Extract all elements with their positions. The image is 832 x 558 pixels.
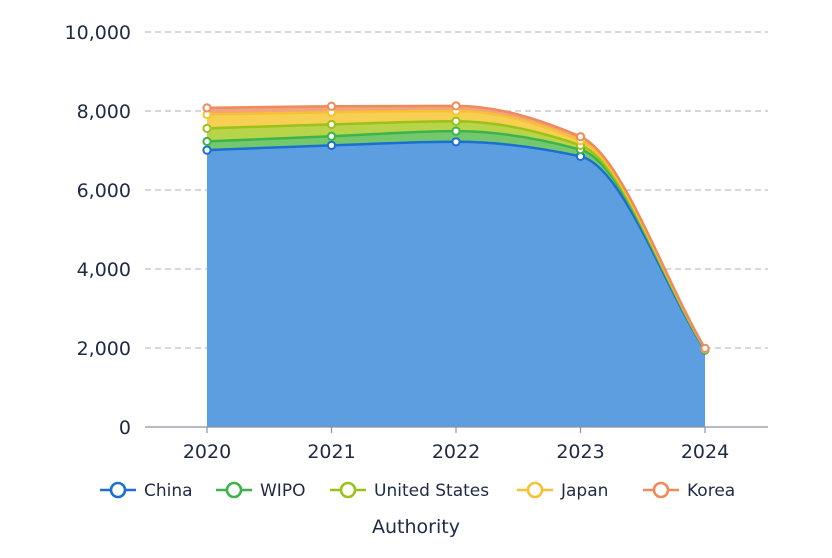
data-point[interactable] (328, 142, 335, 149)
legend-marker-icon (111, 483, 125, 497)
data-point[interactable] (328, 103, 335, 110)
data-point[interactable] (452, 138, 459, 145)
stacked-area-chart: 0 2,000 4,000 6,000 8,000 10,000 2020 2021 2022… (0, 0, 832, 558)
x-tick-label: 2024 (681, 441, 729, 463)
data-point[interactable] (203, 138, 210, 145)
data-point[interactable] (577, 133, 584, 140)
data-point[interactable] (203, 104, 210, 111)
legend-label: China (144, 481, 193, 501)
x-axis-title: Authority (372, 516, 460, 538)
legend-item-japan[interactable]: Japan (517, 481, 608, 501)
y-tick-label: 10,000 (65, 22, 131, 44)
area-china (207, 142, 705, 427)
legend-marker-icon (528, 483, 542, 497)
data-point[interactable] (452, 128, 459, 135)
series-areas (207, 106, 705, 427)
legend-label: Japan (560, 481, 608, 501)
x-tick-label: 2023 (556, 441, 604, 463)
y-tick-label: 4,000 (77, 259, 131, 281)
y-tick-label: 2,000 (77, 338, 131, 360)
data-point[interactable] (452, 118, 459, 125)
legend-label: United States (374, 481, 489, 501)
y-tick-label: 0 (119, 417, 131, 439)
legend-item-wipo[interactable]: WIPO (216, 481, 305, 501)
legend: China WIPO United States Japan Korea (100, 481, 735, 501)
data-point[interactable] (328, 133, 335, 140)
legend-label: Korea (687, 481, 735, 501)
legend-marker-icon (227, 483, 241, 497)
y-tick-label: 6,000 (77, 180, 131, 202)
data-point[interactable] (328, 121, 335, 128)
x-axis-ticks: 2020 2021 2022 2023 2024 (183, 427, 729, 463)
y-tick-label: 8,000 (77, 101, 131, 123)
data-point[interactable] (203, 147, 210, 154)
legend-label: WIPO (260, 481, 305, 501)
data-point[interactable] (452, 102, 459, 109)
data-point[interactable] (701, 345, 708, 352)
x-tick-label: 2022 (432, 441, 480, 463)
data-point[interactable] (203, 125, 210, 132)
x-tick-label: 2021 (307, 441, 355, 463)
y-axis-ticks: 0 2,000 4,000 6,000 8,000 10,000 (65, 22, 131, 439)
legend-marker-icon (654, 483, 668, 497)
legend-item-korea[interactable]: Korea (643, 481, 735, 501)
x-tick-label: 2020 (183, 441, 231, 463)
legend-item-united-states[interactable]: United States (330, 481, 489, 501)
legend-item-china[interactable]: China (100, 481, 193, 501)
legend-marker-icon (341, 483, 355, 497)
